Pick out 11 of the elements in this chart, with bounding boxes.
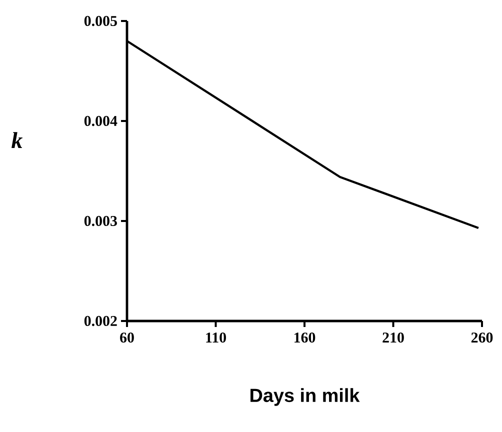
x-axis-title: Days in milk — [250, 388, 360, 406]
x-tick-label: 60 — [120, 332, 134, 343]
x-tick-label: 160 — [294, 332, 316, 343]
y-axis-title: k — [12, 132, 23, 148]
y-tick-label: 0.002 — [84, 316, 117, 326]
x-tick-label: 110 — [206, 332, 226, 343]
y-tick-label: 0.004 — [84, 116, 118, 126]
x-tick-label: 260 — [471, 332, 493, 343]
y-tick-label: 0.003 — [84, 216, 117, 226]
y-tick-label: 0.005 — [84, 16, 117, 26]
x-tick-label: 210 — [382, 332, 404, 343]
